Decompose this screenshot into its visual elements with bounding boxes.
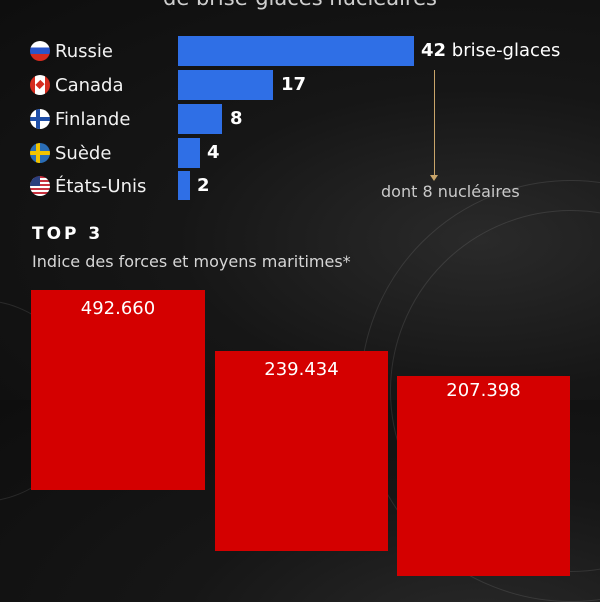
finland-flag-icon	[30, 109, 50, 129]
usa-flag-icon	[30, 176, 50, 196]
bar-sweden	[178, 138, 200, 168]
top3-bar-1: 492.660	[31, 290, 205, 490]
country-label: Suède	[55, 142, 112, 164]
value-label-canada: 17	[281, 74, 307, 95]
russia-flag-icon	[30, 41, 50, 61]
value-label-finland: 8	[230, 108, 243, 129]
top3-value: 239.434	[264, 359, 339, 380]
section-subtitle: Indice des forces et moyens maritimes*	[32, 252, 351, 271]
country-row-sweden: Suède	[30, 138, 111, 168]
country-label: Russie	[55, 40, 113, 62]
value-label-russia: 42 brise-glaces	[421, 40, 561, 61]
country-row-canada: Canada	[30, 70, 124, 100]
top3-bar-2: 239.434	[215, 351, 388, 551]
country-row-russia: Russie	[30, 36, 113, 66]
top3-value: 207.398	[446, 380, 521, 401]
chart-subtitle: de brise-glaces nucléaires	[0, 0, 600, 10]
bar-finland	[178, 104, 222, 134]
top3-bar-3: 207.398	[397, 376, 570, 576]
nuclear-annotation: dont 8 nucléaires	[381, 182, 520, 201]
value-label-usa: 2	[197, 175, 210, 196]
country-label: Finlande	[55, 108, 131, 130]
top3-value: 492.660	[80, 298, 156, 319]
bar-usa	[178, 171, 190, 200]
canada-flag-icon	[30, 75, 50, 95]
arrow-down-icon	[430, 175, 438, 181]
sweden-flag-icon	[30, 143, 50, 163]
country-row-usa: États-Unis	[30, 171, 146, 201]
country-label: Canada	[55, 74, 124, 96]
section-title: TOP 3	[32, 224, 104, 244]
value-label-sweden: 4	[207, 142, 220, 163]
annotation-arrow	[434, 70, 435, 176]
country-row-finland: Finlande	[30, 104, 130, 134]
country-label: États-Unis	[55, 175, 147, 197]
bar-canada	[178, 70, 273, 100]
bar-russia	[178, 36, 414, 66]
